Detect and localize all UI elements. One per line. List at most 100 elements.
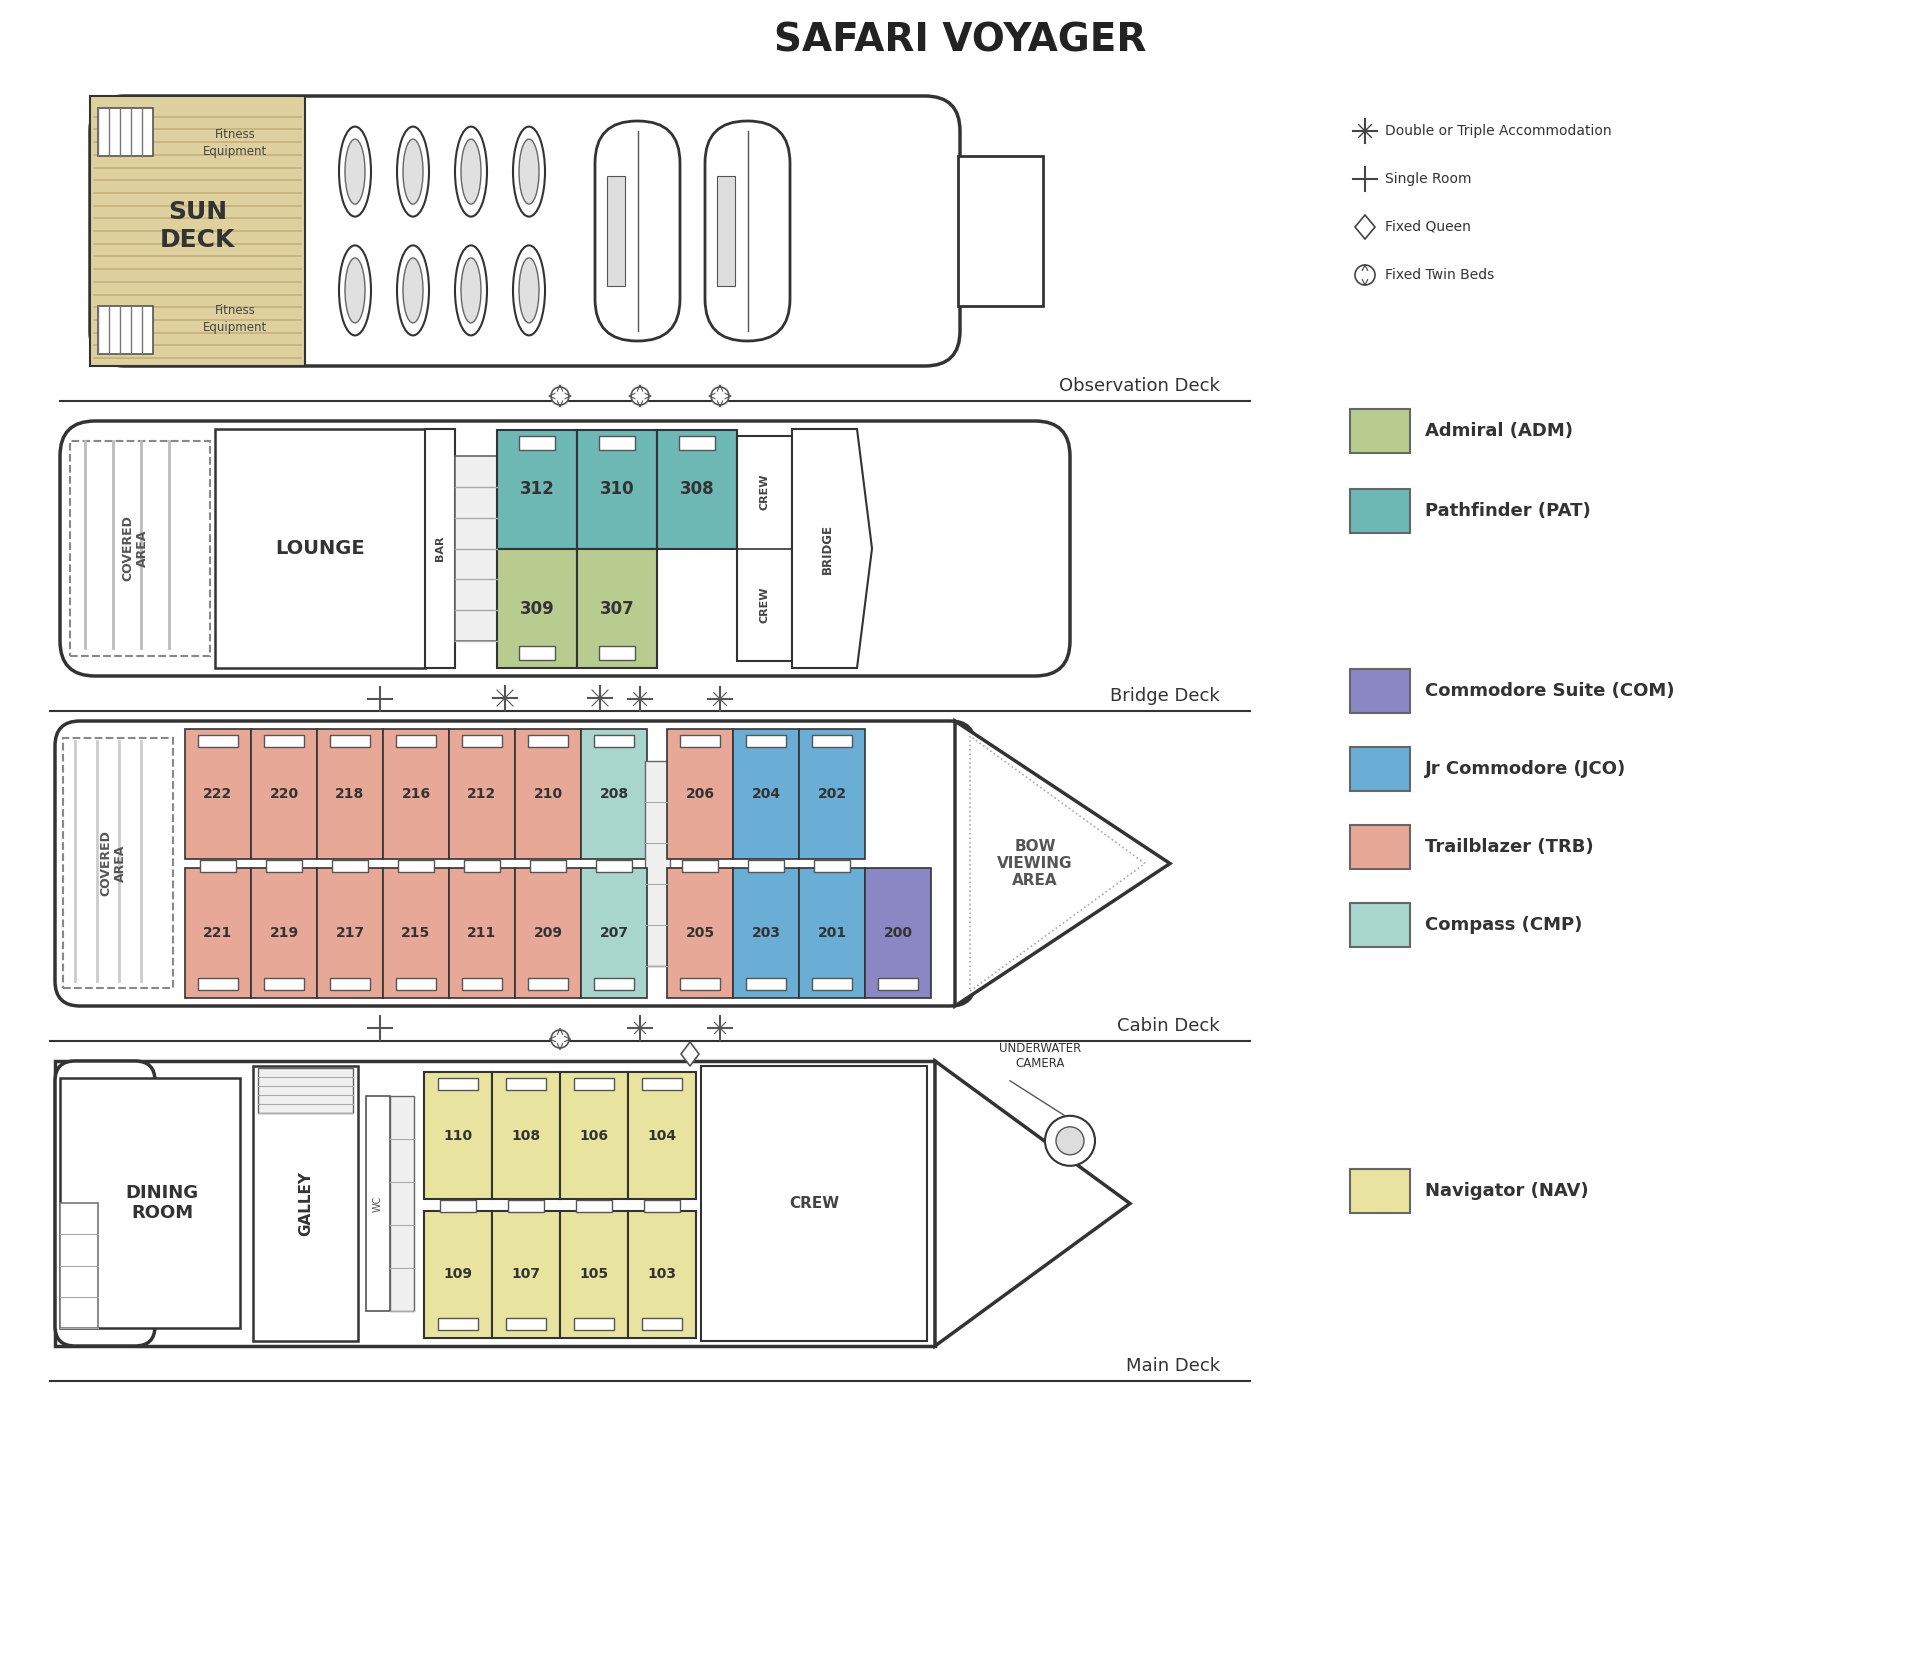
Ellipse shape [403,140,422,204]
Bar [518,646,555,659]
Bar [747,978,785,990]
Bar [641,1317,682,1330]
Bar [595,859,632,872]
Text: 109: 109 [444,1267,472,1282]
Bar [98,306,154,354]
Ellipse shape [455,246,488,336]
Bar [561,1211,628,1339]
Bar [1350,1169,1409,1213]
FancyBboxPatch shape [595,121,680,341]
Text: 222: 222 [204,787,232,801]
Ellipse shape [455,126,488,216]
Polygon shape [970,736,1144,992]
Bar [198,978,238,990]
Text: WC: WC [372,1196,382,1211]
Bar [317,869,382,998]
Bar [733,869,799,998]
Text: Main Deck: Main Deck [1125,1357,1219,1375]
Ellipse shape [340,126,371,216]
Bar [267,859,301,872]
Bar [578,430,657,550]
FancyBboxPatch shape [60,420,1069,676]
Text: 220: 220 [269,787,300,801]
Text: Fixed Queen: Fixed Queen [1384,219,1471,234]
Text: 309: 309 [520,600,555,618]
Polygon shape [1356,214,1375,239]
Text: Jr Commodore (JCO): Jr Commodore (JCO) [1425,761,1626,777]
Bar [463,978,501,990]
Text: Pathfinder (PAT): Pathfinder (PAT) [1425,502,1592,520]
Text: Cabin Deck: Cabin Deck [1117,1017,1219,1035]
Text: BOW
VIEWING
AREA: BOW VIEWING AREA [996,839,1073,889]
Bar [449,729,515,859]
Text: 208: 208 [599,787,628,801]
Text: GALLEY: GALLEY [298,1171,313,1236]
Bar [252,729,317,859]
Bar [657,430,737,550]
Ellipse shape [397,246,428,336]
Text: 310: 310 [599,480,634,498]
Text: Navigator (NAV): Navigator (NAV) [1425,1183,1588,1199]
Text: COVERED
AREA: COVERED AREA [121,515,150,581]
Text: 308: 308 [680,480,714,498]
Bar [812,736,852,747]
Bar [438,1078,478,1090]
Bar [396,736,436,747]
Bar [593,736,634,747]
Bar [528,978,568,990]
Bar [593,978,634,990]
Text: 201: 201 [818,925,847,940]
Text: Double or Triple Accommodation: Double or Triple Accommodation [1384,125,1611,138]
Text: 106: 106 [580,1128,609,1143]
Bar [424,429,455,668]
Bar [515,729,582,859]
Bar [424,1211,492,1339]
Bar [1350,669,1409,713]
Bar [497,550,578,668]
Bar [507,1078,545,1090]
Text: 202: 202 [818,787,847,801]
Bar [184,729,252,859]
Ellipse shape [346,257,365,322]
Bar [257,1068,353,1113]
Text: SUN
DECK: SUN DECK [159,199,234,252]
Bar [332,859,369,872]
Bar [574,1078,614,1090]
Bar [56,1061,935,1345]
Text: 204: 204 [751,787,781,801]
Ellipse shape [461,257,482,322]
Text: Observation Deck: Observation Deck [1060,377,1219,395]
Bar [958,156,1043,306]
Bar [877,978,918,990]
Bar [253,1066,357,1340]
Bar [866,869,931,998]
FancyBboxPatch shape [56,721,975,1007]
Bar [515,869,582,998]
Bar [643,1199,680,1213]
Text: CREW: CREW [789,1196,839,1211]
Text: 206: 206 [685,787,714,801]
Ellipse shape [513,246,545,336]
Text: 218: 218 [336,787,365,801]
Bar [599,646,636,659]
Bar [599,435,636,450]
Bar [666,729,733,859]
Bar [424,1071,492,1199]
Ellipse shape [397,126,428,216]
Circle shape [551,1030,568,1048]
Bar [69,442,209,656]
Ellipse shape [513,126,545,216]
Bar [455,457,497,641]
Bar [98,108,154,156]
Text: Fitness: Fitness [215,304,255,317]
Circle shape [710,387,730,405]
Text: Equipment: Equipment [204,145,267,158]
Polygon shape [935,1061,1131,1345]
Bar [265,978,303,990]
Bar [438,1317,478,1330]
Text: Commodore Suite (COM): Commodore Suite (COM) [1425,683,1674,699]
Bar [330,736,371,747]
Bar [1350,488,1409,533]
Bar [812,978,852,990]
Text: UNDERWATER
CAMERA: UNDERWATER CAMERA [998,1041,1081,1070]
